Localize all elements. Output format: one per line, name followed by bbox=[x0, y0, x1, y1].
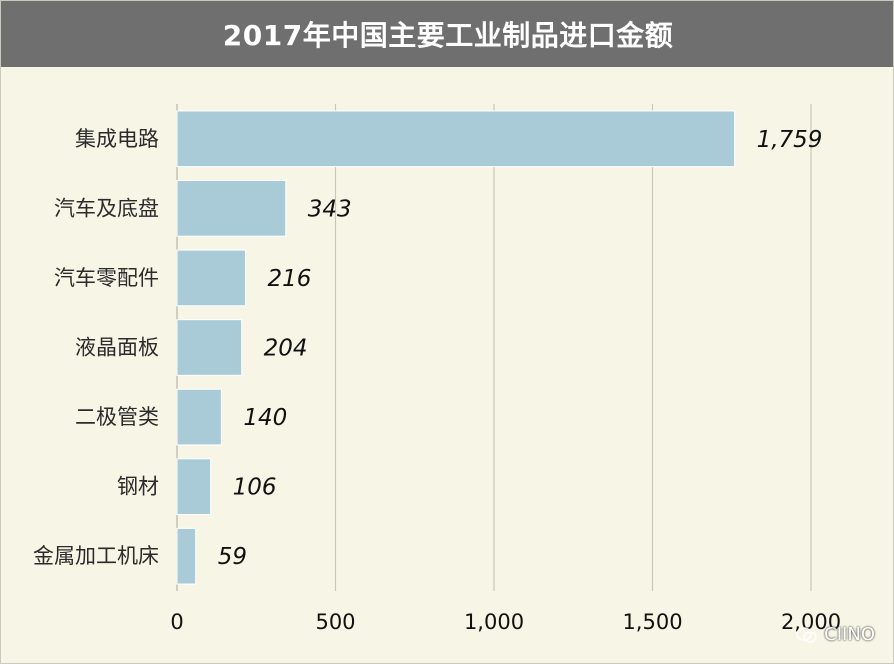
x-tick-label: 2,000 bbox=[781, 610, 841, 634]
bar bbox=[176, 319, 243, 376]
value-label: 1,759 bbox=[757, 127, 823, 153]
labels: 0 500 1,000 1,500 2,000 集成电路 1,759 汽车及底盘 343 汽车零配… bbox=[33, 127, 841, 634]
category-label: 汽车及底盘 bbox=[54, 196, 159, 220]
bar bbox=[176, 458, 212, 515]
value-label: 204 bbox=[264, 336, 308, 362]
category-label: 钢材 bbox=[117, 475, 159, 499]
category-label: 液晶面板 bbox=[75, 336, 159, 360]
bar bbox=[176, 180, 287, 237]
value-label: 216 bbox=[267, 266, 311, 292]
category-label: 二极管类 bbox=[75, 405, 159, 429]
x-tick-label: 1,500 bbox=[622, 610, 682, 634]
chart-title: 2017年中国主要工业制品进口金额 bbox=[1, 1, 893, 67]
category-label: 汽车零配件 bbox=[54, 266, 159, 290]
category-label: 金属加工机床 bbox=[33, 544, 159, 568]
bar bbox=[176, 110, 736, 168]
value-label: 59 bbox=[218, 544, 247, 570]
x-tick-label: 500 bbox=[315, 610, 355, 634]
x-tick-label: 1,000 bbox=[464, 610, 524, 634]
category-label: 集成电路 bbox=[75, 127, 159, 151]
watermark-text: CIINO bbox=[824, 624, 875, 645]
value-label: 140 bbox=[243, 405, 287, 431]
value-label: 343 bbox=[308, 196, 352, 222]
bar bbox=[176, 527, 197, 585]
value-label: 106 bbox=[233, 475, 277, 501]
bars bbox=[176, 110, 736, 585]
watermark: CIINO bbox=[796, 624, 875, 645]
x-tick-label: 0 bbox=[170, 610, 183, 634]
bar bbox=[176, 249, 246, 307]
wechat-icon bbox=[796, 626, 817, 643]
bar bbox=[176, 388, 222, 446]
